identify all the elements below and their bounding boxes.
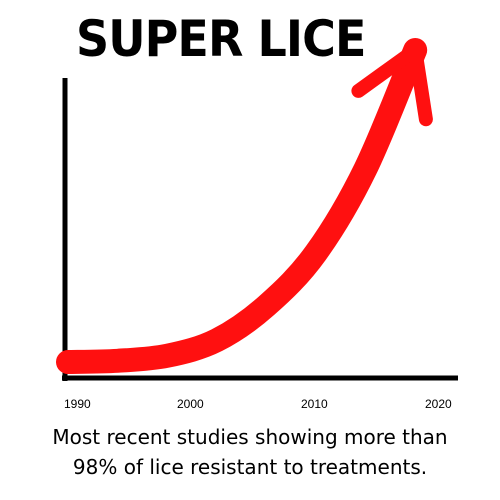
trend-arrow (56, 38, 433, 374)
x-tick-label-1990: 1990 (64, 397, 91, 411)
trend-line (56, 38, 428, 374)
chart-caption: Most recent studies showing more than 98… (0, 422, 500, 482)
x-tick-label-2000: 2000 (177, 397, 204, 411)
caption-line-1: Most recent studies showing more than (52, 425, 448, 449)
x-tick-label-2020: 2020 (425, 397, 452, 411)
caption-line-2: 98% of lice resistant to treatments. (72, 455, 428, 479)
chart-title: SUPER LICE (76, 10, 366, 68)
arrowhead (351, 43, 433, 127)
x-tick-label-2010: 2010 (301, 397, 328, 411)
